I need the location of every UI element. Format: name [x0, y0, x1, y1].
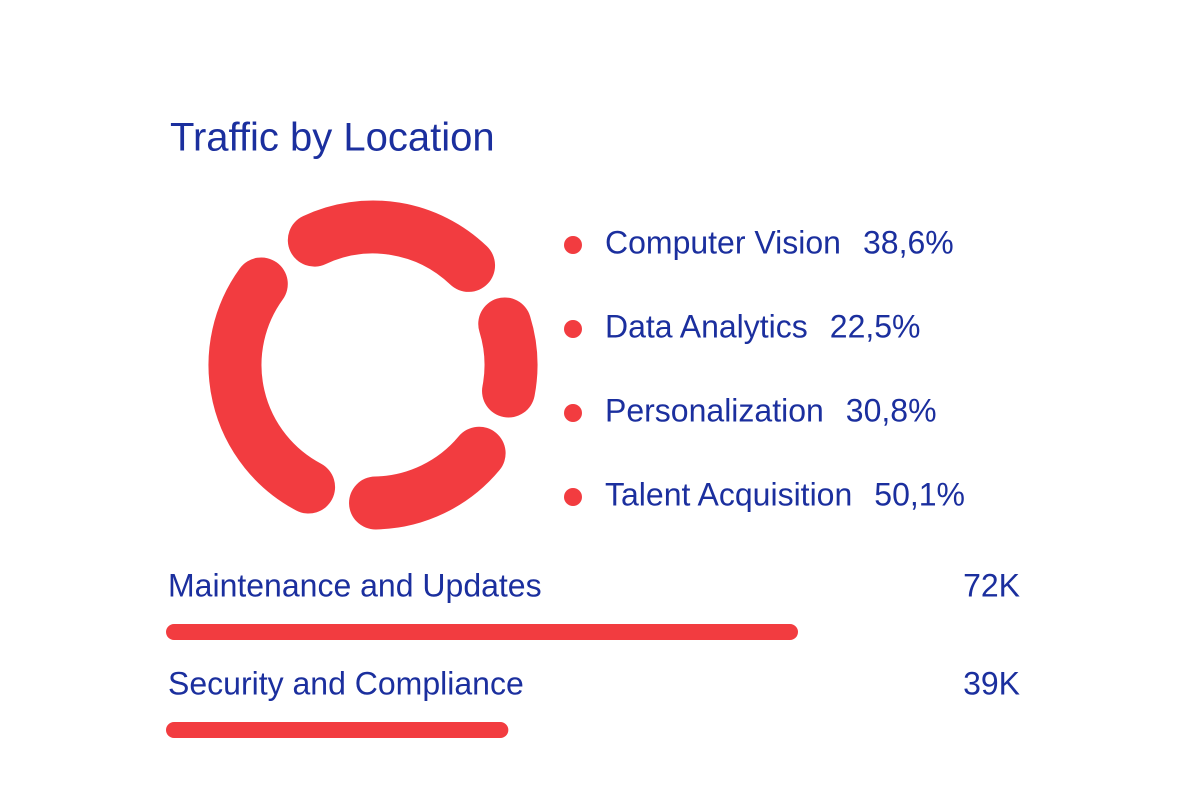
legend-value: 22,5%	[830, 308, 921, 344]
legend-value: 30,8%	[846, 392, 937, 428]
bar-value: 72K	[963, 567, 1020, 603]
legend-label: Computer Vision	[605, 224, 841, 260]
donut-segment	[287, 200, 496, 292]
bar-value: 39K	[963, 665, 1020, 701]
progress-bar	[166, 722, 509, 738]
legend-value: 50,1%	[874, 476, 965, 512]
progress-bar	[166, 624, 798, 640]
legend-value: 38,6%	[863, 224, 954, 260]
bar-label: Maintenance and Updates	[168, 567, 542, 603]
donut-segment	[349, 426, 506, 530]
donut-segment	[478, 297, 538, 418]
legend-dot	[564, 320, 582, 338]
legend-dot	[564, 404, 582, 422]
donut-segment	[208, 257, 336, 514]
legend-label: Personalization	[605, 392, 824, 428]
card-title: Traffic by Location	[170, 116, 495, 160]
legend-dot	[564, 488, 582, 506]
bar-label: Security and Compliance	[168, 665, 524, 701]
legend-label: Talent Acquisition	[605, 476, 852, 512]
legend-label: Data Analytics	[605, 308, 808, 344]
legend-dot	[564, 236, 582, 254]
